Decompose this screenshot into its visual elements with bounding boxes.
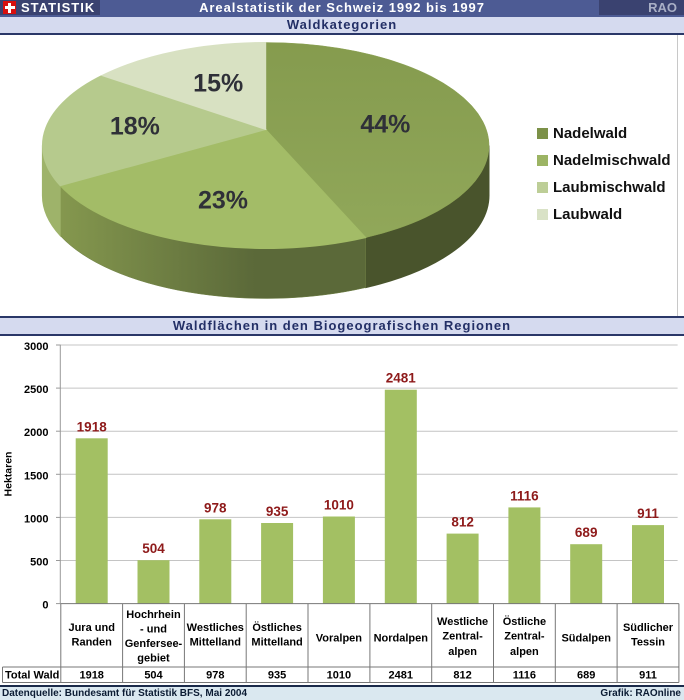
svg-text:3000: 3000 — [24, 341, 48, 353]
svg-text:Total Wald: Total Wald — [5, 669, 59, 681]
svg-text:Östliches: Östliches — [252, 621, 302, 634]
svg-text:1010: 1010 — [327, 669, 351, 681]
svg-text:812: 812 — [451, 514, 474, 529]
svg-text:1918: 1918 — [77, 419, 108, 434]
svg-text:1918: 1918 — [79, 669, 103, 681]
svg-text:1116: 1116 — [510, 488, 539, 503]
svg-text:Zentral-: Zentral- — [442, 630, 483, 642]
svg-text:500: 500 — [30, 556, 48, 568]
svg-text:Westliche: Westliche — [437, 616, 488, 628]
svg-text:gebiet: gebiet — [137, 652, 170, 664]
svg-text:Genfersee-: Genfersee- — [125, 638, 183, 650]
svg-text:2481: 2481 — [389, 669, 413, 681]
svg-text:911: 911 — [639, 669, 657, 681]
svg-text:1010: 1010 — [324, 497, 354, 512]
svg-text:Hektaren: Hektaren — [3, 451, 15, 496]
svg-text:978: 978 — [206, 669, 224, 681]
svg-text:Nordalpen: Nordalpen — [374, 632, 429, 644]
svg-text:Jura und: Jura und — [68, 622, 114, 634]
svg-text:Östliche: Östliche — [503, 615, 546, 628]
svg-text:1000: 1000 — [24, 513, 48, 525]
svg-text:2000: 2000 — [24, 427, 48, 439]
svg-text:Randen: Randen — [72, 636, 113, 648]
svg-text:Südlicher: Südlicher — [623, 622, 674, 634]
svg-text:935: 935 — [266, 504, 289, 519]
svg-text:504: 504 — [142, 541, 165, 556]
svg-text:2481: 2481 — [386, 370, 417, 385]
svg-text:- und: - und — [140, 623, 167, 635]
svg-text:1500: 1500 — [24, 470, 48, 482]
svg-text:Tessin: Tessin — [631, 636, 665, 648]
svg-text:Westliches: Westliches — [187, 622, 244, 634]
svg-text:Zentral-: Zentral- — [504, 630, 545, 642]
svg-text:Südalpen: Südalpen — [561, 632, 611, 644]
svg-text:1116: 1116 — [513, 669, 536, 681]
svg-text:Mittelland: Mittelland — [190, 636, 241, 648]
svg-text:0: 0 — [42, 599, 48, 611]
svg-text:Mittelland: Mittelland — [251, 636, 302, 648]
svg-text:978: 978 — [204, 500, 227, 515]
svg-text:504: 504 — [144, 669, 163, 681]
svg-text:2500: 2500 — [24, 384, 48, 396]
svg-text:alpen: alpen — [448, 646, 477, 658]
svg-text:911: 911 — [637, 506, 659, 521]
svg-text:935: 935 — [268, 669, 286, 681]
svg-text:689: 689 — [577, 669, 595, 681]
svg-text:812: 812 — [453, 669, 471, 681]
svg-text:Hochrhein: Hochrhein — [126, 609, 181, 621]
svg-text:689: 689 — [575, 525, 598, 540]
svg-text:Voralpen: Voralpen — [316, 632, 363, 644]
svg-text:alpen: alpen — [510, 646, 539, 658]
